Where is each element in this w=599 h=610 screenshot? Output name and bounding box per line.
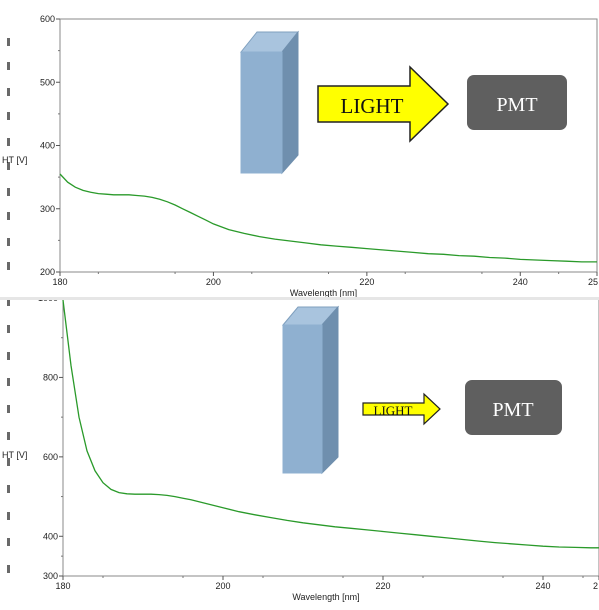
pmt-box-top: PMT xyxy=(467,75,567,130)
y-tick-label: 800 xyxy=(43,372,58,382)
x-axis-label: Wavelength [nm] xyxy=(290,288,357,297)
x-tick-label: 240 xyxy=(535,581,550,591)
y-tick-label: 500 xyxy=(40,77,55,87)
x-tick-label: 200 xyxy=(206,277,221,287)
x-tick-label: 220 xyxy=(359,277,374,287)
series-line xyxy=(59,173,597,263)
cuvette-top xyxy=(239,30,300,175)
y-tick-label: 200 xyxy=(40,267,55,277)
y-axis-label: HT [V] xyxy=(2,155,27,165)
y-tick-label: 400 xyxy=(43,531,58,541)
x-axis-label: Wavelength [nm] xyxy=(292,592,359,602)
x-tick-label: 200 xyxy=(215,581,230,591)
x-tick-label: 180 xyxy=(52,277,67,287)
x-tick-label: 25 xyxy=(588,277,598,287)
x-tick-label: 2 xyxy=(593,581,598,591)
y-axis-label: HT [V] xyxy=(2,450,27,460)
y-tick-label: 600 xyxy=(43,452,58,462)
pmt-label: PMT xyxy=(496,94,537,116)
x-tick-label: 220 xyxy=(375,581,390,591)
y-tick-label: 300 xyxy=(43,571,58,581)
pmt-box-bottom: PMT xyxy=(465,380,562,435)
y-tick-label: 600 xyxy=(40,14,55,24)
series-line xyxy=(62,299,599,549)
light-arrow-top: LIGHT xyxy=(317,65,450,143)
chart-panel-top: 200 300 400 500 600 180 200 220 240 25 Wavelength … xyxy=(0,0,599,298)
pmt-label: PMT xyxy=(492,399,533,421)
y-tick-label: 300 xyxy=(40,204,55,214)
left-edge-strip xyxy=(7,38,10,573)
light-arrow-label: LIGHT xyxy=(341,94,404,118)
diagram-overlay-top: LIGHT PMT xyxy=(239,30,567,175)
light-arrow-bottom: LIGHT xyxy=(362,392,441,426)
panel-divider xyxy=(0,297,599,300)
chart-panel-bottom: 30040060080010001802002202402Wavelength … xyxy=(0,293,599,605)
x-tick-label: 180 xyxy=(55,581,70,591)
cuvette-bottom xyxy=(281,305,340,475)
y-tick-label: 400 xyxy=(40,141,55,151)
x-tick-label: 240 xyxy=(513,277,528,287)
diagram-overlay-bottom: LIGHT PMT xyxy=(281,305,562,475)
light-arrow-label: LIGHT xyxy=(374,403,413,418)
